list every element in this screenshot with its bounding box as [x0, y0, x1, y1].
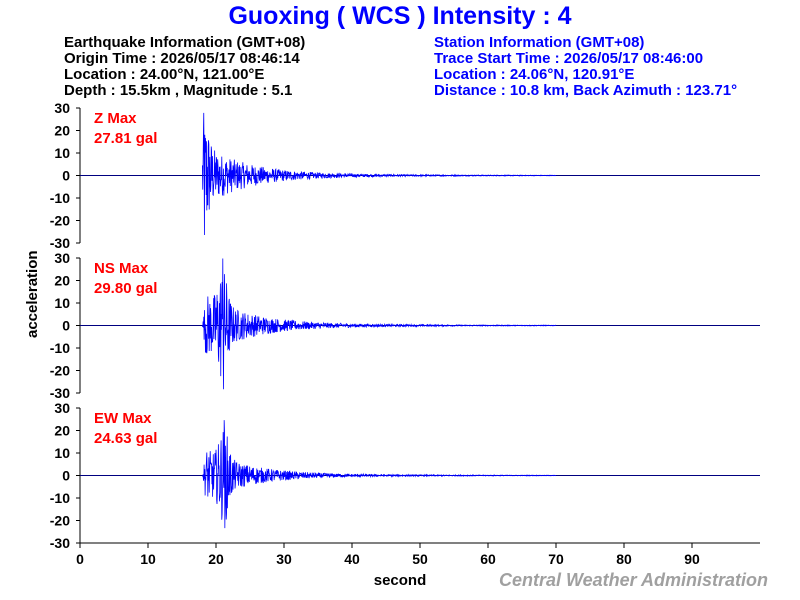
y-tick-label: 10 — [54, 295, 70, 311]
y-axis-label: acceleration — [24, 250, 41, 338]
x-tick-label: 50 — [412, 551, 428, 567]
y-tick-label: -10 — [50, 340, 70, 356]
y-tick-label: 30 — [54, 100, 70, 116]
distance-azimuth: Distance : 10.8 km, Back Azimuth : 123.7… — [434, 82, 738, 99]
y-tick-label: 20 — [54, 123, 70, 139]
depth-magnitude: Depth : 15.5km , Magnitude : 5.1 — [64, 82, 293, 99]
station-info-heading: Station Information (GMT+08) — [434, 34, 645, 51]
y-tick-label: -10 — [50, 190, 70, 206]
y-tick-label: 0 — [62, 318, 70, 334]
x-tick-label: 0 — [76, 551, 84, 567]
x-tick-label: 80 — [616, 551, 632, 567]
earthquake-location: Location : 24.00°N, 121.00°E — [64, 66, 265, 83]
chart-title: Guoxing ( WCS ) Intensity : 4 — [228, 2, 572, 30]
y-tick-label: -30 — [50, 535, 70, 551]
credit-label: Central Weather Administration — [498, 570, 768, 590]
y-tick-label: 30 — [54, 400, 70, 416]
max-label: Z Max — [94, 110, 137, 127]
y-tick-label: 10 — [54, 145, 70, 161]
max-value: 24.63 gal — [94, 430, 157, 447]
y-tick-label: -10 — [50, 490, 70, 506]
max-value: 27.81 gal — [94, 130, 157, 147]
y-tick-label: -30 — [50, 385, 70, 401]
trace-start-time: Trace Start Time : 2026/05/17 08:46:00 — [434, 50, 704, 67]
x-tick-label: 90 — [684, 551, 700, 567]
y-tick-label: -20 — [50, 513, 70, 529]
earthquake-info: Earthquake Information (GMT+08) Origin T… — [64, 35, 305, 99]
y-tick-label: 0 — [62, 168, 70, 184]
max-value: 29.80 gal — [94, 280, 157, 297]
x-tick-label: 40 — [344, 551, 360, 567]
y-tick-label: 10 — [54, 445, 70, 461]
y-tick-label: -20 — [50, 213, 70, 229]
station-location: Location : 24.06°N, 120.91°E — [434, 66, 635, 83]
y-tick-label: 30 — [54, 250, 70, 266]
max-label: NS Max — [94, 260, 149, 277]
station-info: Station Information (GMT+08) Trace Start… — [434, 35, 737, 99]
x-tick-label: 70 — [548, 551, 564, 567]
waveform-ns — [202, 258, 557, 390]
x-tick-label: 10 — [140, 551, 156, 567]
origin-time: Origin Time : 2026/05/17 08:46:14 — [64, 50, 300, 67]
x-axis-label: second — [373, 572, 427, 589]
x-tick-label: 60 — [480, 551, 496, 567]
waveform-ew — [202, 420, 556, 529]
waveform-z — [202, 112, 557, 235]
y-tick-label: 0 — [62, 468, 70, 484]
y-tick-label: -30 — [50, 235, 70, 251]
max-label: EW Max — [94, 410, 152, 427]
earthquake-info-heading: Earthquake Information (GMT+08) — [64, 34, 306, 51]
x-tick-label: 30 — [276, 551, 292, 567]
y-tick-label: -20 — [50, 363, 70, 379]
y-tick-label: 20 — [54, 273, 70, 289]
y-tick-label: 20 — [54, 423, 70, 439]
x-tick-label: 20 — [208, 551, 224, 567]
